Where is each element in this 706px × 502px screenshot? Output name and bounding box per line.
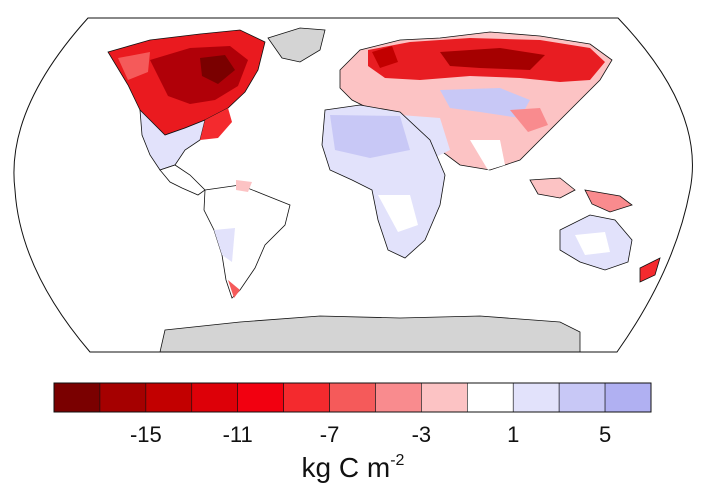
colorbar-tick-label: -11 — [222, 422, 253, 447]
colorbar-tick-label: -7 — [319, 422, 340, 447]
antarctica — [159, 315, 581, 352]
new-zealand — [639, 257, 661, 283]
greenland — [267, 27, 326, 63]
colorbar-bin-12 — [604, 382, 652, 413]
colorbar-units-label: kg C m-2 — [302, 452, 405, 484]
colorbar-bin-9 — [467, 382, 514, 413]
north-america — [107, 29, 266, 196]
colorbar-bin-5 — [283, 382, 330, 413]
unit-base: kg C m — [301, 452, 391, 483]
colorbar-bin-0 — [53, 382, 101, 413]
colorbar-bin-10 — [512, 382, 560, 413]
colorbar-bin-4 — [237, 382, 284, 413]
australia — [559, 214, 633, 271]
colorbar-bin-3 — [191, 382, 238, 413]
colorbar — [53, 382, 652, 413]
unit-exponent: -2 — [390, 452, 405, 469]
world-map — [13, 17, 693, 353]
colorbar-bin-8 — [421, 382, 468, 413]
colorbar-bin-11 — [558, 382, 606, 413]
colorbar-tick-label: 1 — [507, 422, 520, 447]
map-frame — [13, 17, 693, 353]
colorbar-tick-label: -15 — [129, 422, 162, 447]
colorbar-frame — [53, 382, 652, 413]
colorbar-bin-2 — [145, 382, 193, 413]
se-asia — [529, 177, 633, 213]
colorbar-tick-label: 5 — [598, 422, 612, 447]
colorbar-tick-label: -3 — [411, 422, 432, 447]
colorbar-bin-6 — [329, 382, 376, 413]
colorbar-bin-7 — [375, 382, 422, 413]
south-america — [203, 180, 291, 299]
eurasia — [339, 31, 613, 171]
colorbar-bin-1 — [99, 382, 147, 413]
africa — [321, 104, 446, 259]
